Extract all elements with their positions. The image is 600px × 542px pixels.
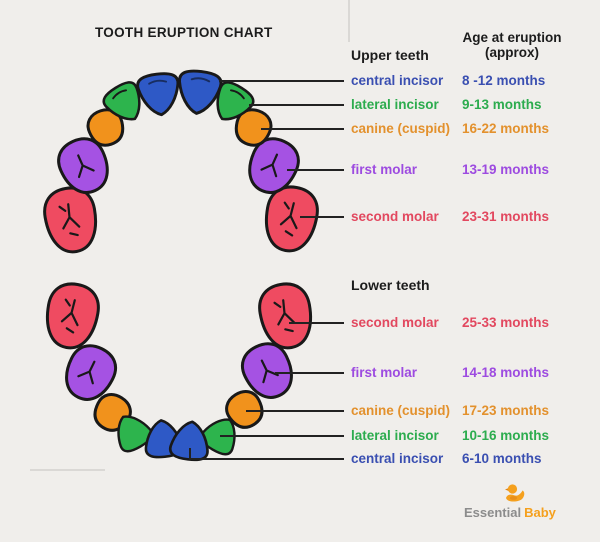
upper-row-canine: canine (cuspid) 16-22 months (351, 121, 596, 137)
lower-row-central-incisor: central incisor 6-10 months (351, 451, 596, 467)
tooth-age: 9-13 months (462, 97, 542, 112)
lower-teeth-heading: Lower teeth (351, 277, 430, 293)
upper-row-first-molar: first molar 13-19 months (351, 162, 596, 178)
upper-row-central-incisor: central incisor 8 -12 months (351, 73, 596, 89)
tooth-age: 10-16 months (462, 428, 550, 443)
lower-second-molar-right (254, 278, 318, 354)
connector-lower-central-incisor (189, 448, 344, 460)
tooth-label: first molar (351, 365, 418, 380)
age-heading-line2: (approx) (485, 45, 539, 60)
brand-baby: Baby (524, 505, 556, 520)
brand-essential: Essential (464, 505, 522, 520)
tooth-age: 14-18 months (462, 365, 550, 380)
upper-central-incisor-left (135, 70, 184, 119)
tooth-label: canine (cuspid) (351, 403, 451, 418)
connector-lines (189, 80, 344, 460)
brand-wordmark: Essential Baby (464, 505, 556, 520)
upper-second-molar-left (39, 182, 103, 258)
tooth-label: second molar (351, 315, 439, 330)
tooth-label: second molar (351, 209, 439, 224)
tooth-label: lateral incisor (351, 428, 439, 443)
upper-row-second-molar: second molar 23-31 months (351, 209, 596, 225)
tooth-age: 8 -12 months (462, 73, 546, 88)
upper-teeth-heading: Upper teeth (351, 47, 429, 63)
tooth-label: central incisor (351, 73, 444, 88)
page-title: TOOTH ERUPTION CHART (95, 25, 273, 40)
age-heading-line1: Age at eruption (462, 30, 562, 45)
lower-row-first-molar: first molar 14-18 months (351, 365, 596, 381)
tooth-age: 25-33 months (462, 315, 550, 330)
upper-central-incisor-right (174, 67, 224, 118)
upper-arch (39, 67, 323, 258)
lower-row-lateral-incisor: lateral incisor 10-16 months (351, 428, 596, 444)
tooth-label: canine (cuspid) (351, 121, 451, 136)
tooth-age: 17-23 months (462, 403, 550, 418)
lower-arch (40, 278, 318, 463)
tooth-age: 16-22 months (462, 121, 550, 136)
upper-row-lateral-incisor: lateral incisor 9-13 months (351, 97, 596, 113)
lower-row-second-molar: second molar 25-33 months (351, 315, 596, 331)
age-column-heading: Age at eruption (approx) (452, 30, 572, 60)
lower-second-molar-left (40, 278, 104, 354)
tooth-label: lateral incisor (351, 97, 439, 112)
tooth-label: central incisor (351, 451, 444, 466)
tooth-age: 23-31 months (462, 209, 550, 224)
duck-icon (505, 484, 525, 502)
tooth-label: first molar (351, 162, 418, 177)
tooth-age: 13-19 months (462, 162, 550, 177)
lower-row-canine: canine (cuspid) 17-23 months (351, 403, 596, 419)
tooth-age: 6-10 months (462, 451, 542, 466)
